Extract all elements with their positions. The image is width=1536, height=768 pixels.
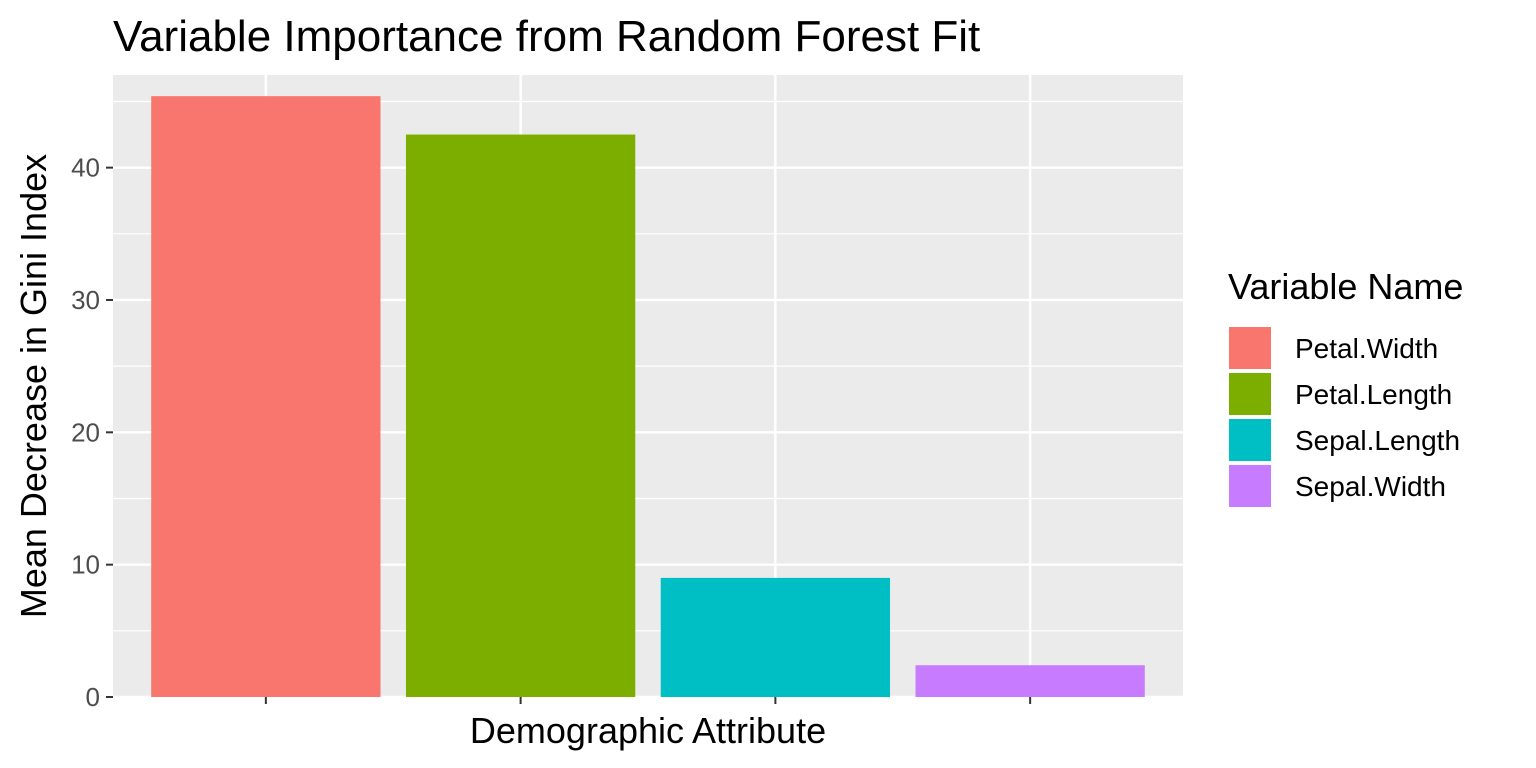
legend-key-petal-width <box>1229 327 1271 369</box>
bar-petal-length <box>405 134 636 697</box>
y-tick-label: 10 <box>71 550 100 580</box>
y-tick-label: 30 <box>71 285 100 315</box>
legend-label: Petal.Width <box>1295 333 1438 364</box>
y-tick-label: 20 <box>71 417 100 447</box>
legend-key-sepal-length <box>1229 419 1271 461</box>
legend-key-sepal-width <box>1229 465 1271 507</box>
legend-label: Petal.Length <box>1295 379 1452 410</box>
bar-sepal-length <box>660 577 891 697</box>
y-axis-title: Mean Decrease in Gini Index <box>13 154 54 618</box>
chart-title: Variable Importance from Random Forest F… <box>113 12 980 61</box>
legend-label: Sepal.Width <box>1295 471 1446 502</box>
y-tick-label: 40 <box>71 153 100 183</box>
legend-title: Variable Name <box>1228 266 1463 307</box>
legend-label: Sepal.Length <box>1295 425 1460 456</box>
x-axis <box>264 697 1032 704</box>
y-axis: 0 10 20 30 40 <box>71 153 113 712</box>
bars <box>151 96 1145 698</box>
legend: Variable Name Petal.Width Petal.Length Sep… <box>1228 266 1463 507</box>
x-axis-title: Demographic Attribute <box>470 710 826 751</box>
legend-key-petal-length <box>1229 373 1271 415</box>
bar-petal-width <box>151 96 381 698</box>
y-tick-label: 0 <box>86 682 100 712</box>
bar-sepal-width <box>915 665 1145 697</box>
